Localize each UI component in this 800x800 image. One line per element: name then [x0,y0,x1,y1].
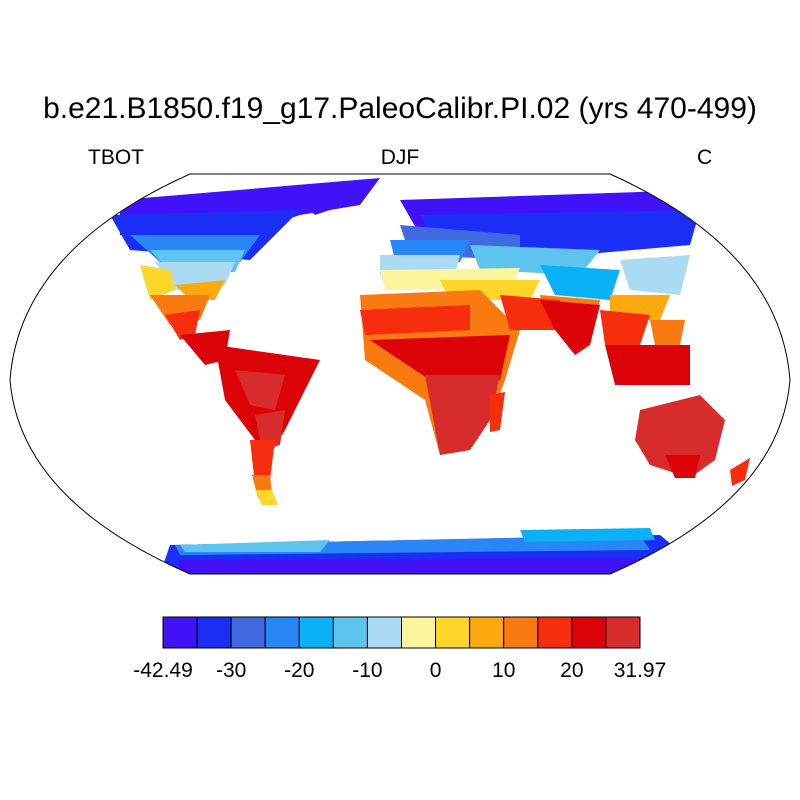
season-label: DJF [380,146,420,169]
colorbar-box [401,616,437,649]
africa-region [360,290,520,455]
colorbar-label: -20 [284,659,314,682]
colorbar-label: 31.97 [614,659,667,682]
antarctica-region [160,528,700,574]
eurasia-region [380,190,700,325]
colorbar-box [469,616,505,649]
colorbar-box [264,616,300,649]
variable-label: TBOT [88,146,144,169]
globe-outline [9,173,791,575]
colorbar-boxes [162,616,641,649]
colorbar-box [571,616,607,649]
colorbar-label: -30 [216,659,246,682]
colorbar-box [503,616,539,649]
colorbar-box [230,616,266,649]
colorbar-box [332,616,368,649]
australia-region [635,395,750,486]
greenland-region [300,182,360,215]
colorbar-box [162,616,198,649]
plot-title: b.e21.B1850.f19_g17.PaleoCalibr.PI.02 (y… [43,92,757,125]
colorbar-box [298,616,334,649]
colorbar-box [435,616,471,649]
colorbar-label: -10 [352,659,382,682]
colorbar-label: 0 [430,659,442,682]
colorbar-label: 20 [560,659,583,682]
south-asia-region [500,295,690,385]
colorbar-labels: -42.49 -30 -20 -10 0 10 20 31.97 [133,659,666,682]
colorbar-box [366,616,402,649]
south-america-region [215,345,320,505]
colorbar-box [196,616,232,649]
colorbar-box [605,616,641,649]
colorbar-box [537,616,573,649]
units-label: C [697,146,713,169]
colorbar-label: 10 [492,659,515,682]
colorbar-label: -42.49 [133,659,193,682]
